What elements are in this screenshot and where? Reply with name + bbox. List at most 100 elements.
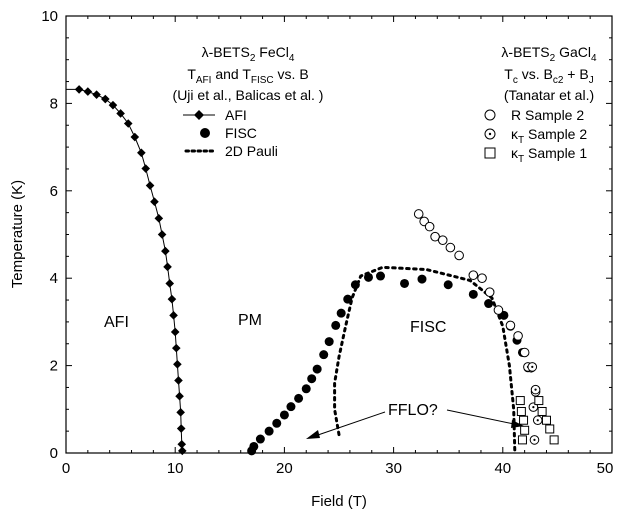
t-sample-1-point bbox=[541, 415, 551, 425]
afi-point bbox=[177, 439, 187, 449]
y-tick-label: 8 bbox=[50, 95, 58, 112]
fisc-point bbox=[294, 393, 304, 403]
legend-left-title-3: (Uji et al., Balicas et al. ) bbox=[173, 87, 324, 103]
t-sample-1-point bbox=[519, 415, 529, 425]
y-tick-label: 10 bbox=[41, 8, 58, 25]
afi-point bbox=[108, 100, 118, 110]
x-tick-label: 10 bbox=[167, 460, 184, 477]
legend-r-sample2-label: R Sample 2 bbox=[511, 107, 584, 123]
axis-ticks bbox=[65, 15, 613, 454]
r-sample-2-point bbox=[484, 287, 495, 297]
afi-point bbox=[141, 164, 151, 173]
legend-kt-sample2-swatch bbox=[484, 128, 496, 140]
legend-left: λ-BETS2 FeCl4 TAFI and TFISC vs. B (Uji … bbox=[173, 44, 324, 159]
afi-point bbox=[163, 262, 172, 272]
r-sample-2-point bbox=[430, 231, 440, 242]
legend-pauli-label: 2D Pauli bbox=[225, 143, 278, 159]
afi-point bbox=[174, 376, 183, 385]
r-sample-2-point bbox=[413, 209, 424, 219]
legend-fisc-swatch bbox=[200, 128, 210, 138]
afi-point bbox=[169, 311, 178, 320]
fisc-point bbox=[417, 274, 427, 284]
legend-left-title-2: TAFI and TFISC vs. B bbox=[187, 66, 308, 86]
fisc-point bbox=[319, 350, 329, 360]
legend-fisc-label: FISC bbox=[225, 125, 257, 141]
t-sample-2-point-dot bbox=[534, 388, 537, 391]
t-sample-2-point-dot bbox=[532, 406, 535, 409]
t-sample-1-point bbox=[545, 424, 555, 434]
fflo-annotation: FFLO? bbox=[388, 402, 438, 419]
region-label-pm: PM bbox=[238, 312, 262, 329]
data-marks bbox=[66, 85, 559, 456]
afi-point bbox=[173, 359, 182, 369]
t-sample-1-point bbox=[534, 396, 544, 406]
t-sample-1-point bbox=[517, 435, 527, 445]
y-axis-title: Temperature (K) bbox=[9, 180, 26, 288]
r-sample-2-point bbox=[468, 270, 479, 280]
pauli-series-line bbox=[333, 265, 517, 453]
y-tick-label: 0 bbox=[50, 445, 58, 462]
r-sample-2-point bbox=[505, 320, 516, 331]
afi-point bbox=[137, 148, 146, 158]
fflo-arrow-left bbox=[306, 411, 386, 439]
legend-left-title-1: λ-BETS2 FeCl4 bbox=[202, 44, 295, 64]
r-sample-2-point bbox=[513, 331, 523, 341]
fisc-point bbox=[286, 402, 296, 412]
r-sample-2-point bbox=[519, 347, 530, 358]
x-tick-label: 0 bbox=[62, 460, 70, 477]
legend-right: λ-BETS2 GaCl4 Tc vs. Bc2 + BJ (Tanatar e… bbox=[484, 44, 597, 165]
fisc-point bbox=[336, 308, 346, 318]
afi-point bbox=[123, 119, 133, 128]
t-sample-2-point-dot bbox=[533, 438, 536, 441]
afi-point bbox=[83, 87, 93, 96]
fisc-point bbox=[484, 299, 494, 309]
r-sample-2-point bbox=[454, 250, 464, 261]
fisc-point bbox=[307, 374, 317, 384]
legend-afi-swatch bbox=[183, 110, 215, 120]
legend-kt-sample1-swatch bbox=[484, 147, 496, 159]
afi-series-line bbox=[66, 88, 183, 451]
afi-point bbox=[170, 327, 180, 337]
fisc-point bbox=[375, 271, 385, 281]
y-tick-label: 2 bbox=[50, 358, 58, 375]
r-sample-2-point bbox=[477, 273, 487, 284]
x-axis-title: Field (T) bbox=[311, 493, 367, 510]
legend-right-title-3: (Tanatar et al.) bbox=[504, 87, 594, 103]
legend-right-title-2: Tc vs. Bc2 + BJ bbox=[504, 66, 593, 86]
fisc-point bbox=[468, 289, 478, 299]
r-sample-2-point bbox=[424, 221, 435, 232]
x-tick-label: 40 bbox=[494, 460, 511, 477]
fisc-point bbox=[312, 364, 322, 374]
x-tick-label: 30 bbox=[385, 460, 402, 477]
fisc-point bbox=[249, 441, 259, 451]
legend-kt-sample1-label: κT Sample 1 bbox=[511, 145, 587, 165]
afi-point bbox=[176, 408, 185, 417]
fisc-point bbox=[301, 384, 311, 394]
afi-point bbox=[92, 90, 101, 99]
afi-point bbox=[167, 294, 177, 304]
afi-point bbox=[165, 279, 175, 288]
afi-point bbox=[161, 246, 170, 256]
r-sample-2-point bbox=[437, 235, 448, 245]
afi-point bbox=[171, 343, 181, 353]
y-tick-label: 4 bbox=[50, 270, 58, 287]
fisc-point bbox=[324, 337, 334, 347]
region-label-afi: AFI bbox=[104, 314, 129, 331]
t-sample-1-point bbox=[549, 435, 559, 445]
t-sample-1-point bbox=[515, 396, 525, 406]
fisc-point bbox=[400, 278, 410, 288]
t-sample-1-point bbox=[520, 425, 530, 435]
afi-point bbox=[116, 109, 125, 118]
t-sample-2-point-dot bbox=[531, 365, 534, 369]
t-sample-1-point bbox=[516, 406, 526, 416]
fisc-point bbox=[272, 418, 282, 428]
afi-point bbox=[145, 181, 155, 190]
r-sample-2-point bbox=[493, 305, 504, 315]
r-sample-2-point bbox=[445, 242, 456, 253]
region-label-fisc: FISC bbox=[410, 319, 446, 336]
afi-point bbox=[154, 214, 164, 223]
fisc-point bbox=[443, 280, 453, 290]
legend-kt-sample2-label: κT Sample 2 bbox=[511, 126, 587, 146]
y-tick-label: 6 bbox=[50, 183, 58, 200]
t-sample-2-point-dot bbox=[536, 419, 539, 422]
